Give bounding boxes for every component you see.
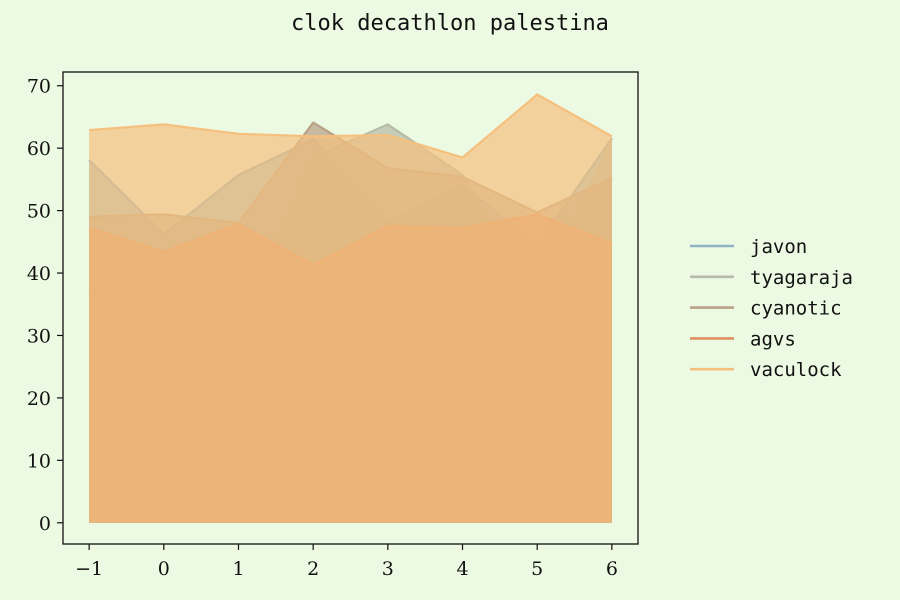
x-axis: −1 0 1 2 3 4 5 6 (75, 544, 618, 580)
x-tick-label: −1 (75, 558, 103, 580)
y-tick-label: 20 (27, 388, 51, 410)
y-tick-label: 50 (27, 201, 51, 223)
y-axis: 0 10 20 30 40 50 60 70 (27, 76, 63, 535)
series-layer (88, 93, 613, 523)
legend-label: agvs (750, 328, 796, 350)
legend-label: cyanotic (750, 298, 842, 320)
x-tick-label: 0 (158, 558, 170, 580)
y-tick-label: 0 (39, 513, 51, 535)
y-tick-label: 30 (27, 325, 51, 347)
y-tick-label: 60 (27, 138, 51, 160)
y-tick-label: 40 (27, 263, 51, 285)
x-tick-label: 2 (307, 558, 319, 580)
legend-item-vaculock: vaculock (690, 359, 842, 381)
legend-label: tyagaraja (750, 267, 853, 289)
line-vaculock (89, 93, 613, 159)
y-tick-label: 10 (27, 450, 51, 472)
legend-item-tyagaraja: tyagaraja (690, 267, 853, 289)
chart-title: clok decathlon palestina (291, 11, 609, 36)
area-vaculock (89, 94, 612, 523)
y-tick-label: 70 (27, 76, 51, 98)
legend-item-agvs: agvs (690, 328, 796, 350)
legend: javon tyagaraja cyanotic agvs vaculock (690, 236, 853, 381)
x-tick-label: 6 (606, 558, 618, 580)
x-tick-label: 1 (232, 558, 244, 580)
x-tick-label: 3 (382, 558, 394, 580)
legend-item-cyanotic: cyanotic (690, 298, 842, 320)
legend-label: javon (750, 236, 807, 258)
series-vaculock (89, 93, 613, 523)
legend-label: vaculock (750, 359, 842, 381)
plot-frame (62, 71, 639, 545)
legend-item-javon: javon (690, 236, 807, 258)
x-tick-label: 4 (456, 558, 468, 580)
x-tick-label: 5 (531, 558, 543, 580)
